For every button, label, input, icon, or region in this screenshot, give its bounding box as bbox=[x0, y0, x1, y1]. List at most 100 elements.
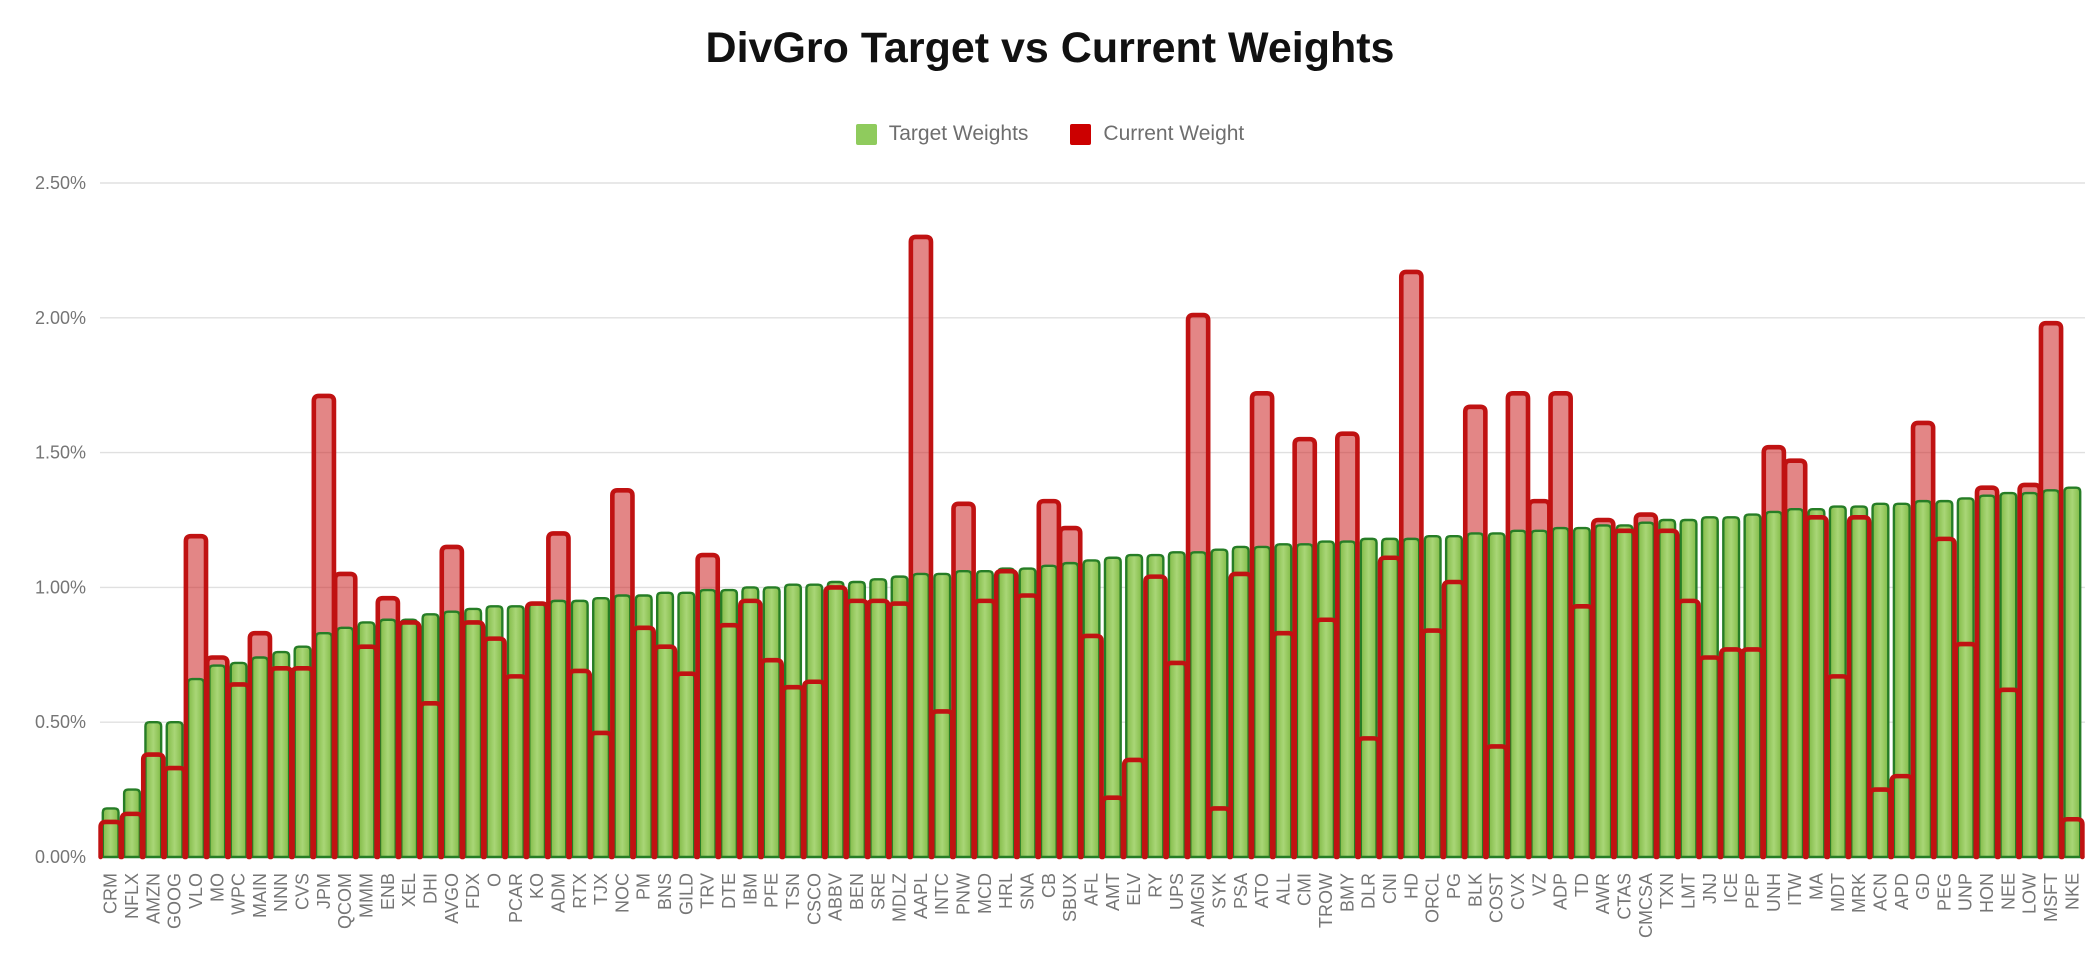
target-bar-QCOM[interactable] bbox=[336, 626, 355, 859]
target-bar-BNS[interactable] bbox=[655, 591, 675, 859]
target-bar-VLO[interactable] bbox=[186, 677, 206, 859]
target-bar-LOW[interactable] bbox=[2020, 491, 2039, 859]
target-bar-PFE[interactable] bbox=[762, 586, 781, 859]
current-bar-outline-GD[interactable] bbox=[1910, 420, 1936, 860]
target-bar-ALL[interactable] bbox=[1274, 543, 1293, 859]
target-bar-ICE[interactable] bbox=[1722, 516, 1741, 859]
target-bar-IBM[interactable] bbox=[741, 586, 760, 859]
current-bar-outline-CMI[interactable] bbox=[1292, 436, 1318, 860]
target-bar-TSN[interactable] bbox=[783, 583, 803, 859]
target-bar-ITW[interactable] bbox=[1786, 508, 1805, 859]
current-bar-outline-ATO[interactable] bbox=[1249, 390, 1275, 860]
current-bar-outline-ADP[interactable] bbox=[1548, 390, 1573, 860]
target-bar-NFLX[interactable] bbox=[122, 788, 142, 859]
target-bar-CVX[interactable] bbox=[1508, 529, 1528, 859]
target-bar-AMGN[interactable] bbox=[1189, 551, 1208, 859]
current-bar-outline-AFL[interactable] bbox=[1079, 633, 1104, 860]
target-bar-TROW[interactable] bbox=[1316, 540, 1336, 859]
target-bar-UNH[interactable] bbox=[1764, 510, 1783, 859]
target-bar-CVS[interactable] bbox=[293, 645, 312, 859]
current-bar-outline-O[interactable] bbox=[482, 636, 507, 860]
target-bar-HON[interactable] bbox=[1977, 494, 1997, 859]
current-bar-outline-AMZN[interactable] bbox=[140, 752, 166, 860]
target-bar-NOC[interactable] bbox=[613, 594, 632, 859]
target-bar-MA[interactable] bbox=[1807, 508, 1826, 859]
current-bar-outline-PM[interactable] bbox=[631, 625, 657, 860]
current-bar-outline-CVX[interactable] bbox=[1505, 390, 1531, 860]
current-bar-outline-MAIN[interactable] bbox=[247, 630, 273, 860]
target-bar-SYK[interactable] bbox=[1210, 548, 1229, 859]
target-bar-PEG[interactable] bbox=[1935, 499, 1954, 859]
target-bar-TJX[interactable] bbox=[592, 596, 611, 859]
current-bar-outline-BNS[interactable] bbox=[652, 644, 678, 860]
target-bar-CMI[interactable] bbox=[1295, 543, 1314, 859]
target-bar-ADP[interactable] bbox=[1551, 526, 1570, 859]
target-bar-APD[interactable] bbox=[1892, 502, 1911, 859]
target-bar-AMT[interactable] bbox=[1103, 556, 1122, 859]
target-bar-SBUX[interactable] bbox=[1061, 561, 1080, 859]
current-bar-outline-NKE[interactable] bbox=[2059, 816, 2085, 860]
target-bar-ENB[interactable] bbox=[378, 618, 397, 859]
target-bar-LMT[interactable] bbox=[1679, 518, 1698, 859]
current-bar-outline-TRV[interactable] bbox=[695, 552, 721, 860]
target-bar-GD[interactable] bbox=[1914, 499, 1933, 859]
current-bar-outline-VLO[interactable] bbox=[183, 533, 209, 860]
current-bar-outline-MO[interactable] bbox=[204, 655, 230, 860]
current-bar-outline-RY[interactable] bbox=[1143, 574, 1168, 860]
target-bar-DTE[interactable] bbox=[719, 588, 739, 859]
current-bar-outline-AAPL[interactable] bbox=[908, 234, 934, 860]
current-bar-outline-HRL[interactable] bbox=[993, 568, 1019, 860]
target-bar-CMCSA[interactable] bbox=[1636, 521, 1655, 859]
current-bar-outline-IBM[interactable] bbox=[737, 598, 763, 860]
target-bar-DHI[interactable] bbox=[421, 613, 440, 859]
current-bar-outline-BMY[interactable] bbox=[1335, 431, 1360, 860]
target-bar-NNN[interactable] bbox=[272, 650, 291, 859]
target-bar-AMZN[interactable] bbox=[144, 721, 163, 859]
target-bar-UNP[interactable] bbox=[1956, 497, 1975, 859]
current-bar-outline-RTX[interactable] bbox=[567, 668, 593, 860]
target-bar-TD[interactable] bbox=[1572, 526, 1591, 859]
target-bar-SNA[interactable] bbox=[1018, 567, 1037, 859]
target-bar-O[interactable] bbox=[485, 605, 504, 859]
current-bar-outline-PNW[interactable] bbox=[951, 501, 976, 860]
target-bar-CRM[interactable] bbox=[101, 807, 120, 859]
current-bar-outline-ENB[interactable] bbox=[375, 595, 401, 860]
target-bar-PCAR[interactable] bbox=[506, 605, 525, 859]
target-bar-BMY[interactable] bbox=[1338, 540, 1357, 859]
target-bar-PSA[interactable] bbox=[1231, 545, 1250, 859]
current-bar-outline-PFE[interactable] bbox=[759, 657, 785, 860]
target-bar-TXN[interactable] bbox=[1658, 518, 1677, 859]
target-bar-CTAS[interactable] bbox=[1615, 524, 1634, 859]
target-bar-SRE[interactable] bbox=[869, 578, 888, 859]
target-bar-INTC[interactable] bbox=[933, 572, 952, 859]
target-bar-MO[interactable] bbox=[208, 664, 227, 859]
target-bar-AAPL[interactable] bbox=[911, 572, 930, 859]
target-bar-AWR[interactable] bbox=[1594, 524, 1613, 859]
target-bar-RY[interactable] bbox=[1146, 553, 1165, 859]
current-bar-outline-FDX[interactable] bbox=[460, 620, 486, 860]
target-bar-MDLZ[interactable] bbox=[890, 575, 909, 859]
target-bar-CB[interactable] bbox=[1039, 564, 1058, 859]
target-bar-DLR[interactable] bbox=[1359, 537, 1378, 859]
current-bar-outline-MRK[interactable] bbox=[1846, 515, 1872, 860]
current-bar-outline-NOC[interactable] bbox=[610, 488, 635, 860]
current-bar-outline-QCOM[interactable] bbox=[332, 571, 358, 860]
current-bar-outline-AVGO[interactable] bbox=[439, 544, 465, 860]
target-bar-NKE[interactable] bbox=[2063, 486, 2082, 859]
current-bar-outline-PEG[interactable] bbox=[1932, 536, 1957, 860]
current-bar-outline-ABBV[interactable] bbox=[823, 585, 848, 860]
target-bar-ACN[interactable] bbox=[1871, 502, 1890, 859]
current-bar-outline-CB[interactable] bbox=[1036, 498, 1062, 860]
target-bar-MMM[interactable] bbox=[357, 621, 376, 859]
target-bar-GILD[interactable] bbox=[677, 591, 696, 859]
current-bar-outline-HD[interactable] bbox=[1398, 269, 1424, 860]
current-bar-outline-JPM[interactable] bbox=[311, 393, 337, 860]
target-bar-WPC[interactable] bbox=[229, 661, 248, 859]
target-bar-NEE[interactable] bbox=[1999, 491, 2018, 859]
current-bar-outline-XEL[interactable] bbox=[396, 620, 422, 860]
current-bar-outline-BLK[interactable] bbox=[1462, 404, 1488, 860]
current-bar-outline-ADM[interactable] bbox=[546, 531, 571, 860]
target-bar-PG[interactable] bbox=[1444, 534, 1464, 859]
current-bar-outline-LMT[interactable] bbox=[1676, 598, 1701, 860]
current-bar-outline-ITW[interactable] bbox=[1782, 458, 1808, 860]
